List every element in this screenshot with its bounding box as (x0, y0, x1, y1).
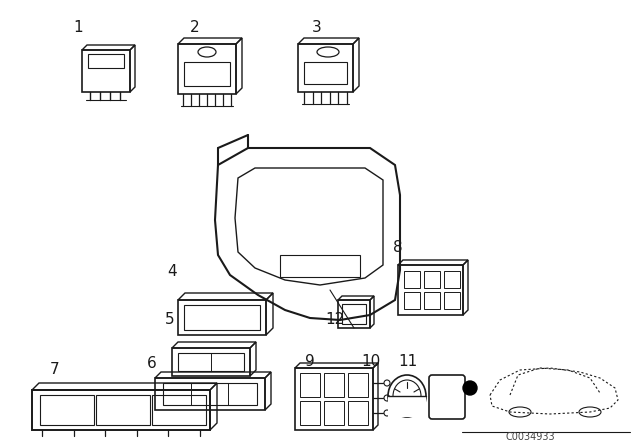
Bar (32, 390, 210, 430)
Bar (184, 305, 260, 330)
Bar (96, 395, 150, 425)
Bar (82, 50, 130, 92)
Bar (178, 44, 236, 94)
Bar (155, 378, 265, 410)
Bar (388, 396, 426, 417)
Bar (348, 373, 368, 397)
Text: C0034933: C0034933 (505, 432, 555, 442)
Bar (280, 255, 360, 277)
Text: 1: 1 (73, 21, 83, 35)
Bar (163, 383, 257, 405)
Text: 9: 9 (305, 354, 315, 370)
Bar (152, 395, 206, 425)
Bar (404, 271, 420, 288)
Bar (300, 373, 320, 397)
Bar (338, 300, 370, 328)
Bar (424, 292, 440, 309)
Bar (398, 265, 463, 315)
Bar (404, 292, 420, 309)
Text: 4: 4 (167, 264, 177, 280)
Bar (298, 44, 353, 92)
Text: 2: 2 (190, 21, 200, 35)
Bar (342, 304, 366, 324)
Bar (300, 401, 320, 425)
Text: 12: 12 (325, 313, 344, 327)
Text: 6: 6 (147, 356, 157, 370)
Bar (348, 401, 368, 425)
Bar (304, 62, 347, 84)
Text: 7: 7 (50, 362, 60, 378)
Bar (424, 271, 440, 288)
Bar (324, 401, 344, 425)
Bar (172, 348, 250, 376)
Bar (295, 368, 373, 430)
Text: 3: 3 (312, 21, 322, 35)
Bar (178, 353, 244, 371)
Text: 11: 11 (398, 354, 418, 370)
Bar (324, 373, 344, 397)
Circle shape (463, 381, 477, 395)
Bar (444, 292, 460, 309)
Bar (88, 54, 124, 68)
Text: 8: 8 (393, 241, 403, 255)
Text: 10: 10 (362, 354, 381, 370)
Bar (178, 300, 266, 335)
Bar (184, 62, 230, 86)
Text: 5: 5 (165, 313, 175, 327)
Bar (444, 271, 460, 288)
Bar (40, 395, 94, 425)
